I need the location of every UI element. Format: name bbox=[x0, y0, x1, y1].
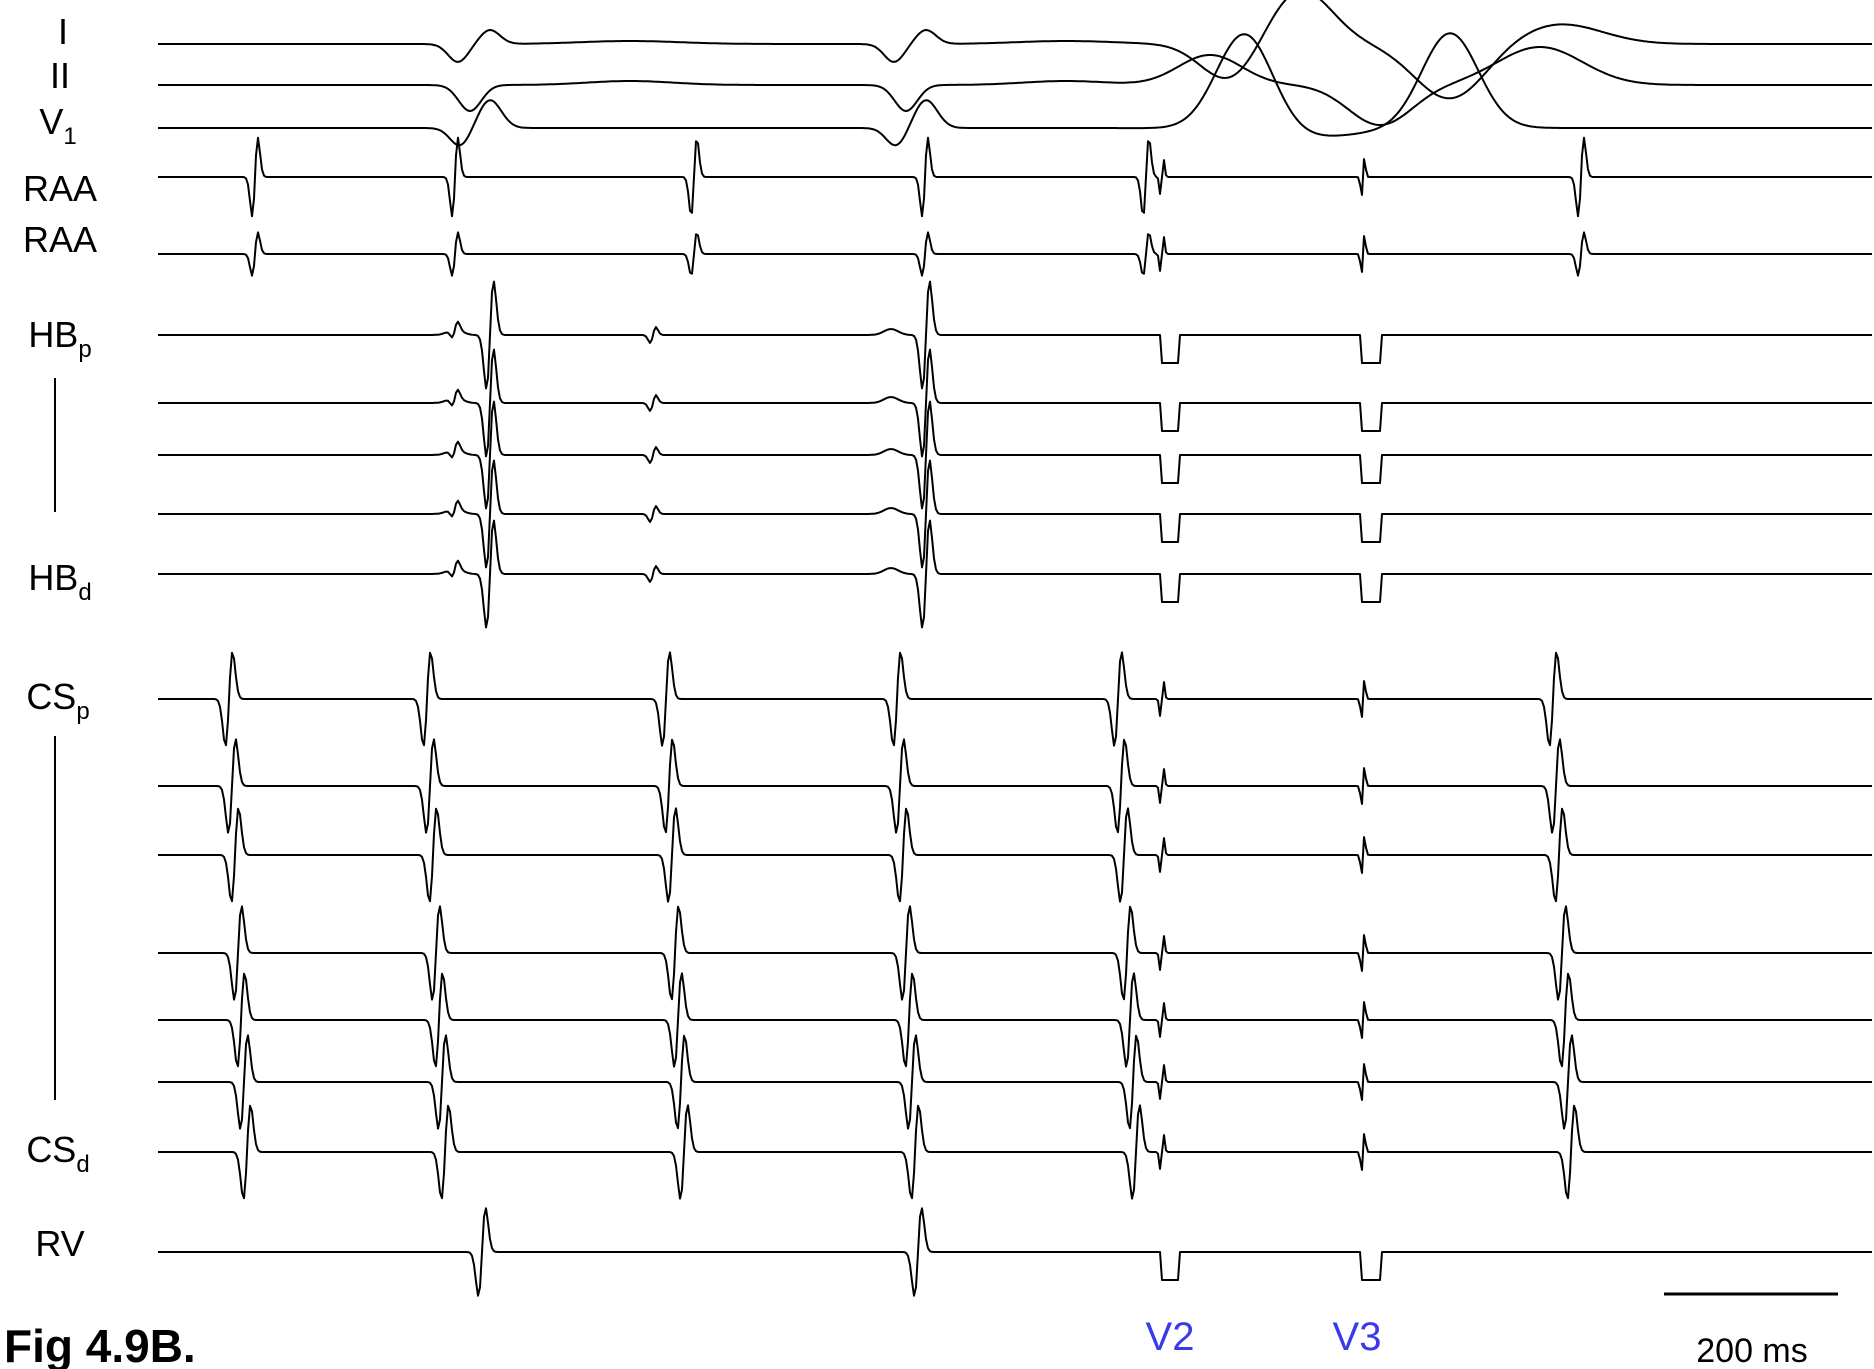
trace-channel-5 bbox=[158, 280, 1872, 390]
trace-channel-2 bbox=[158, 32, 1872, 147]
stimulus-label-v3: V3 bbox=[1333, 1315, 1382, 1359]
channel-label-i: I bbox=[58, 11, 68, 52]
traces-group bbox=[158, 0, 1872, 1297]
trace-channel-8 bbox=[158, 459, 1872, 569]
channel-label-cs-p: CSp bbox=[26, 676, 89, 725]
trace-channel-9 bbox=[158, 519, 1872, 629]
trace-channel-4 bbox=[158, 231, 1872, 277]
trace-channel-14 bbox=[158, 972, 1872, 1068]
trace-channel-10 bbox=[158, 651, 1872, 747]
trace-channel-13 bbox=[158, 905, 1872, 1001]
channel-label-v1: V1 bbox=[39, 101, 76, 150]
channel-label-raa-2: RAA bbox=[23, 219, 97, 260]
channel-label-ii: II bbox=[50, 55, 70, 96]
channel-label-raa-1: RAA bbox=[23, 168, 97, 209]
channel-label-cs-d: CSd bbox=[26, 1129, 89, 1178]
trace-channel-17 bbox=[158, 1207, 1872, 1297]
channel-label-hb-d: HBd bbox=[28, 557, 91, 606]
trace-channel-6 bbox=[158, 348, 1872, 458]
trace-channel-15 bbox=[158, 1034, 1872, 1130]
trace-channel-16 bbox=[158, 1104, 1872, 1200]
trace-channel-11 bbox=[158, 738, 1872, 834]
trace-channel-0 bbox=[158, 0, 1872, 100]
trace-channel-12 bbox=[158, 807, 1872, 903]
stimulus-label-v2: V2 bbox=[1146, 1315, 1195, 1359]
figure-caption: Fig 4.9B. bbox=[4, 1320, 196, 1369]
channel-label-hb-p: HBp bbox=[28, 314, 91, 363]
channel-label-rv: RV bbox=[35, 1223, 84, 1264]
trace-channel-1 bbox=[158, 46, 1872, 126]
trace-channel-3 bbox=[158, 136, 1872, 218]
scale-bar-label: 200 ms bbox=[1696, 1332, 1808, 1369]
trace-channel-7 bbox=[158, 400, 1872, 510]
